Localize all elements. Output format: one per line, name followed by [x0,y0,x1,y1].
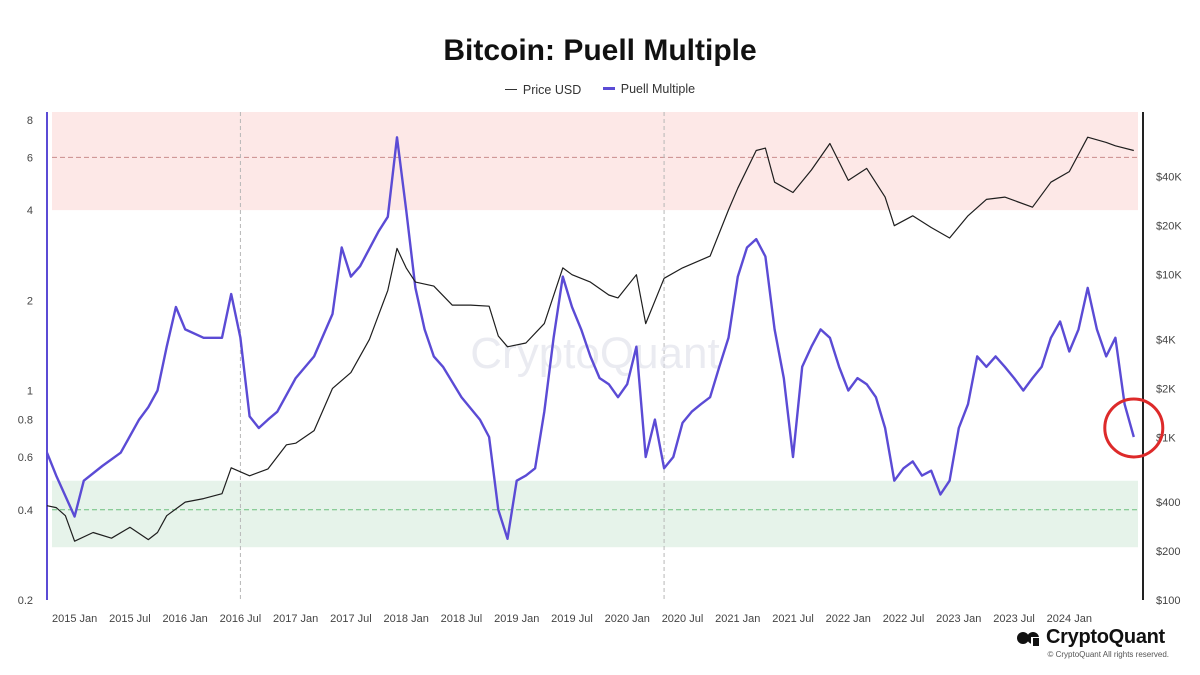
brand-name: CryptoQuant [1046,626,1165,648]
series-line-puell-multiple [45,136,1135,540]
y-left-tick-label: 0.8 [18,415,33,427]
y-right-tick-label: $4K [1156,334,1176,346]
zone-overvalued [52,112,1138,211]
y-left-tick-label: 0.4 [18,505,33,517]
y-left-tick-label: 6 [27,152,33,164]
x-tick-label: 2020 Jan [605,613,650,625]
x-tick-label: 2022 Jan [826,613,871,625]
x-tick-label: 2015 Jan [52,613,97,625]
annotation-circle [1103,397,1165,459]
copyright-notice: © CryptoQuant All rights reserved. [1047,650,1170,659]
chart-legend: Price USD Puell Multiple [0,79,1200,97]
legend-item-price[interactable]: Price USD [504,82,582,97]
y-right-tick-label: $100 [1156,595,1180,607]
x-tick-label: 2016 Jul [220,613,262,625]
x-tick-label: 2018 Jan [384,613,429,625]
series-line-price-usd [46,136,1134,542]
y-right-tick-label: $200 [1156,546,1180,558]
x-tick-label: 2018 Jul [441,613,483,625]
y-left-tick-label: 2 [27,295,33,307]
y-right-tick-label: $2K [1156,383,1176,395]
y-right-tick-label: $400 [1156,497,1180,509]
y-left-tick-label: 8 [27,115,33,127]
y-right-tick-label: $20K [1156,221,1182,233]
legend-swatch-price [504,89,517,90]
brand: CryptoQuant [1016,626,1165,649]
x-tick-label: 2021 Jan [715,613,760,625]
legend-item-puell[interactable]: Puell Multiple [602,81,696,96]
x-tick-label: 2022 Jul [883,613,925,625]
x-tick-label: 2019 Jan [494,613,539,625]
y-left-tick-label: 0.6 [18,452,33,464]
cryptoquant-logo-icon [1017,631,1040,646]
y-left-tick-label: 1 [27,386,33,398]
x-tick-label: 2017 Jan [273,613,318,625]
legend-label-price: Price USD [522,82,582,97]
y-right-tick-label: $10K [1156,270,1182,282]
x-tick-label: 2021 Jul [772,613,814,625]
watermark-text: CryptoQuant [470,329,719,378]
x-tick-label: 2020 Jul [662,613,704,625]
chart-title: Bitcoin: Puell Multiple [443,34,757,67]
x-tick-label: 2015 Jul [109,613,151,625]
y-left-tick-label: 0.2 [18,595,33,607]
x-tick-label: 2016 Jan [163,613,208,625]
zone-undervalued [52,480,1138,548]
y-left-tick-label: 4 [27,205,33,217]
y-right-tick-label: $40K [1156,172,1182,184]
x-tick-label: 2019 Jul [551,613,593,625]
x-tick-label: 2023 Jan [936,613,981,625]
x-tick-label: 2024 Jan [1047,613,1092,625]
legend-swatch-puell [602,87,615,90]
x-tick-label: 2023 Jul [993,613,1035,625]
x-tick-label: 2017 Jul [330,613,372,625]
legend-label-puell: Puell Multiple [620,81,696,96]
